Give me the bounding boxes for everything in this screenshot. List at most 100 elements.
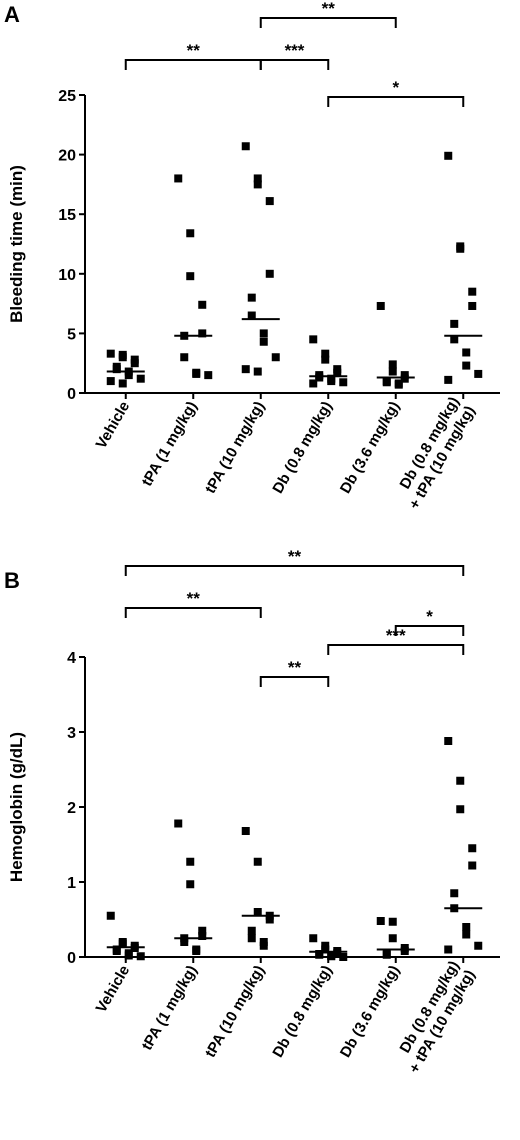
data-point <box>265 269 274 278</box>
data-point <box>265 197 274 206</box>
data-point <box>468 301 477 310</box>
data-point <box>456 776 465 785</box>
data-point <box>388 367 397 376</box>
data-point <box>180 938 189 946</box>
y-tick-label: 5 <box>67 326 76 343</box>
significance-bracket <box>259 59 330 70</box>
data-point <box>198 932 207 940</box>
data-point <box>247 311 256 320</box>
data-point <box>333 368 342 377</box>
data-point <box>450 335 459 344</box>
data-point <box>241 827 250 835</box>
data-point <box>118 379 127 388</box>
x-tick-label: Vehicle <box>93 963 134 1016</box>
data-point <box>130 359 139 368</box>
data-point <box>259 941 268 950</box>
data-point <box>309 379 318 388</box>
data-point <box>309 934 318 943</box>
significance-label: ** <box>322 0 336 18</box>
data-point <box>333 949 342 958</box>
significance-label: *** <box>386 626 406 645</box>
data-point <box>253 180 262 189</box>
data-point <box>468 861 477 870</box>
significance-label: ** <box>187 589 201 608</box>
data-point <box>315 950 324 959</box>
data-point <box>186 272 195 281</box>
data-point <box>106 911 115 920</box>
significance-label: *** <box>285 41 305 60</box>
data-point <box>327 952 336 961</box>
data-point <box>198 300 207 309</box>
data-point <box>444 151 453 160</box>
data-point <box>198 926 207 935</box>
data-point <box>382 378 391 387</box>
y-tick-label: 20 <box>58 148 76 165</box>
significance-bracket <box>394 625 465 636</box>
data-point <box>136 374 145 383</box>
data-point <box>247 293 256 302</box>
y-tick-label: 10 <box>58 267 76 284</box>
data-point <box>444 375 453 384</box>
significance-label: * <box>426 607 433 626</box>
data-point <box>259 337 268 346</box>
data-point <box>198 329 207 338</box>
significance-bracket <box>259 17 397 28</box>
y-tick-label: 0 <box>67 950 76 967</box>
data-point <box>388 934 397 943</box>
data-point <box>468 287 477 296</box>
x-tick-label: tPA (10 mg/kg) <box>202 399 268 497</box>
x-tick-label: tPA (1 mg/kg) <box>138 399 200 490</box>
significance-label: ** <box>187 41 201 60</box>
y-tick-label: 4 <box>67 650 76 667</box>
data-point <box>462 348 471 357</box>
x-tick-label: Vehicle <box>93 399 134 452</box>
data-point <box>339 378 348 387</box>
data-point <box>106 349 115 358</box>
data-point <box>186 880 195 889</box>
data-point <box>204 371 213 380</box>
significance-bracket <box>124 59 262 70</box>
data-point <box>462 930 471 939</box>
data-point <box>309 335 318 344</box>
data-point <box>394 380 403 389</box>
data-point <box>118 353 127 362</box>
data-point <box>339 953 348 961</box>
data-point <box>186 229 195 238</box>
data-point <box>253 857 262 866</box>
x-tick-label: tPA (1 mg/kg) <box>138 963 200 1054</box>
significance-bracket <box>124 607 262 618</box>
data-point <box>174 174 183 183</box>
x-tick-label: Db (3.6 mg/kg) <box>337 963 403 1061</box>
significance-bracket <box>327 644 465 655</box>
data-point <box>376 301 385 310</box>
x-tick-label: Db (0.8 mg/kg) <box>269 963 335 1061</box>
significance-label: ** <box>288 658 302 677</box>
data-point <box>321 349 330 358</box>
data-point <box>382 950 391 959</box>
data-point <box>124 951 133 960</box>
panel-letter: B <box>4 568 20 593</box>
data-point <box>192 369 201 378</box>
significance-bracket <box>259 676 330 687</box>
data-point <box>136 952 145 961</box>
data-point <box>192 947 201 955</box>
data-point <box>444 945 453 954</box>
y-tick-label: 15 <box>58 207 76 224</box>
data-point <box>112 947 121 955</box>
y-tick-label: 25 <box>58 88 76 105</box>
data-point <box>462 923 471 931</box>
x-tick-label: Db (3.6 mg/kg) <box>337 399 403 497</box>
data-point <box>456 244 465 253</box>
data-point <box>444 737 453 745</box>
data-point <box>253 174 262 183</box>
x-tick-label: Db (0.8 mg/kg) <box>269 399 335 497</box>
data-point <box>118 939 127 948</box>
significance-bracket <box>327 96 465 107</box>
data-point <box>106 377 115 386</box>
panel-letter: A <box>4 2 20 27</box>
data-point <box>241 142 250 151</box>
significance-label: ** <box>288 547 302 566</box>
data-point <box>112 365 121 374</box>
data-point <box>174 819 183 828</box>
